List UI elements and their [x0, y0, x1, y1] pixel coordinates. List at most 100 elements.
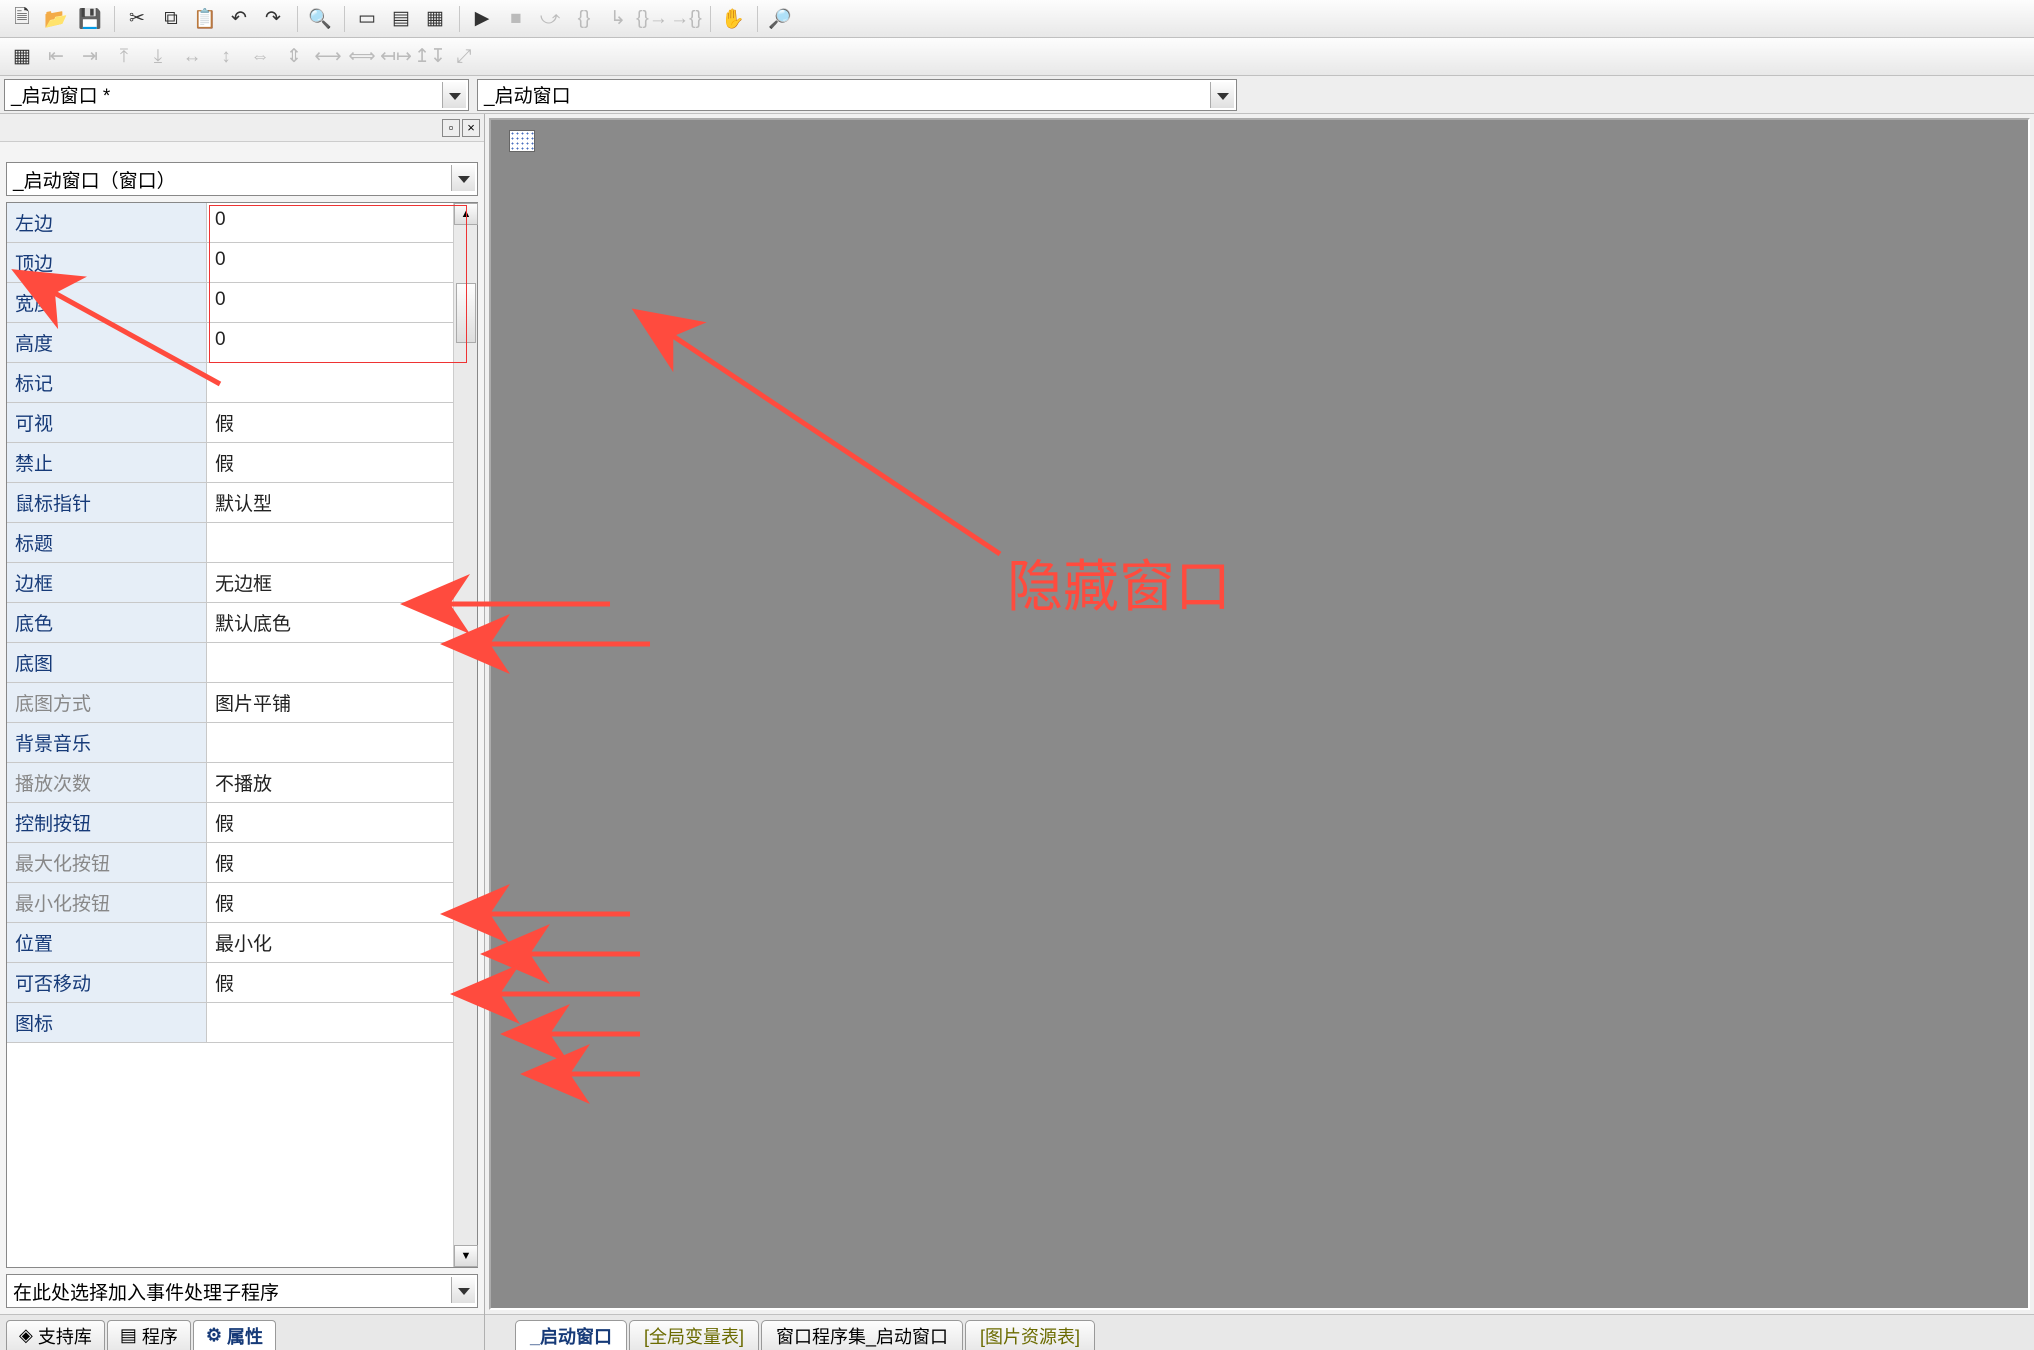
open-icon[interactable]: 📂 [40, 4, 72, 34]
scroll-thumb[interactable] [456, 283, 476, 343]
breakpoint-icon[interactable]: →{} [670, 4, 702, 34]
dist-h-icon[interactable]: ⇔ [244, 42, 276, 72]
help-icon[interactable]: 🔎 [764, 4, 796, 34]
designer-tab[interactable]: [全局变量表] [629, 1320, 759, 1350]
close-icon[interactable]: × [462, 119, 480, 137]
paste-icon[interactable]: 📋 [189, 4, 221, 34]
property-row[interactable]: 控制按钮假 [7, 803, 453, 843]
property-row[interactable]: 图标 [7, 1003, 453, 1043]
undo-icon[interactable]: ↶ [223, 4, 255, 34]
property-value[interactable]: 0 [207, 203, 453, 242]
copy-icon[interactable]: ⧉ [155, 4, 187, 34]
property-value[interactable]: 假 [207, 963, 453, 1002]
cut-icon[interactable]: ✂ [121, 4, 153, 34]
center-v-icon[interactable]: ↕ [210, 42, 242, 72]
layout3-icon[interactable]: ▦ [419, 4, 451, 34]
scrollbar[interactable]: ▲ ▼ [453, 203, 477, 1267]
property-row[interactable]: 左边0 [7, 203, 453, 243]
property-value[interactable]: 假 [207, 883, 453, 922]
property-row[interactable]: 底图 [7, 643, 453, 683]
left-tab-支持库[interactable]: ◈ 支持库 [6, 1320, 105, 1350]
property-value[interactable]: 默认型 [207, 483, 453, 522]
property-value[interactable] [207, 1003, 453, 1042]
center-h-icon[interactable]: ↔ [176, 42, 208, 72]
designer-tab[interactable]: _启动窗口 [515, 1320, 627, 1350]
property-value[interactable]: 默认底色 [207, 603, 453, 642]
designer-tab[interactable]: [图片资源表] [965, 1320, 1095, 1350]
run-icon[interactable]: ▶ [466, 4, 498, 34]
dock-icon[interactable]: ▫ [442, 119, 460, 137]
property-row[interactable]: 标记 [7, 363, 453, 403]
property-value[interactable]: 0 [207, 243, 453, 282]
property-row[interactable]: 最小化按钮假 [7, 883, 453, 923]
property-row[interactable]: 禁止假 [7, 443, 453, 483]
property-row[interactable]: 可视假 [7, 403, 453, 443]
designer-tab[interactable]: 窗口程序集_启动窗口 [761, 1320, 963, 1350]
property-value[interactable]: 0 [207, 323, 453, 362]
property-row[interactable]: 可否移动假 [7, 963, 453, 1003]
scroll-up-icon[interactable]: ▲ [454, 203, 478, 225]
property-row[interactable]: 底色默认底色 [7, 603, 453, 643]
align-bottom-icon[interactable]: ⤓ [142, 42, 174, 72]
step-out-icon[interactable]: ↳ [602, 4, 634, 34]
size-wh-icon[interactable]: ⤢ [448, 42, 480, 72]
new-icon[interactable]: 🗎 [6, 4, 38, 34]
step-cursor-icon[interactable]: {}→ [636, 4, 668, 34]
property-row[interactable]: 播放次数不播放 [7, 763, 453, 803]
prop-target-combo[interactable]: _启动窗口（窗口） [6, 162, 478, 196]
stop-icon[interactable]: ■ [500, 4, 532, 34]
align-top-icon[interactable]: ⤒ [108, 42, 140, 72]
step-into-icon[interactable]: {} [568, 4, 600, 34]
property-value[interactable]: 假 [207, 803, 453, 842]
layout1-icon[interactable]: ▭ [351, 4, 383, 34]
property-row[interactable]: 最大化按钮假 [7, 843, 453, 883]
property-row[interactable]: 位置最小化 [7, 923, 453, 963]
property-row[interactable]: 高度0 [7, 323, 453, 363]
redo-icon[interactable]: ↷ [257, 4, 289, 34]
chevron-down-icon[interactable] [1210, 82, 1234, 108]
property-row[interactable]: 底图方式图片平铺 [7, 683, 453, 723]
property-value[interactable]: 图片平铺 [207, 683, 453, 722]
property-row[interactable]: 背景音乐 [7, 723, 453, 763]
property-value[interactable]: 假 [207, 443, 453, 482]
property-value[interactable]: 不播放 [207, 763, 453, 802]
editor-tab-combo[interactable]: _启动窗口 * [4, 79, 469, 111]
property-value[interactable]: 0 [207, 283, 453, 322]
hand-icon[interactable]: ✋ [717, 4, 749, 34]
size-w-icon[interactable]: ↤↦ [380, 42, 412, 72]
scroll-down-icon[interactable]: ▼ [454, 1245, 478, 1267]
save-icon[interactable]: 💾 [74, 4, 106, 34]
find-icon[interactable]: 🔍 [304, 4, 336, 34]
left-tab-程序[interactable]: ▤ 程序 [107, 1320, 191, 1350]
left-tab-属性[interactable]: ⚙ 属性 [193, 1320, 276, 1350]
step-over-icon[interactable]: ⤻ [534, 4, 566, 34]
property-value[interactable]: 假 [207, 403, 453, 442]
align-left-icon[interactable]: ⇤ [40, 42, 72, 72]
layout2-icon[interactable]: ▤ [385, 4, 417, 34]
property-row[interactable]: 标题 [7, 523, 453, 563]
property-value[interactable] [207, 363, 453, 402]
chevron-down-icon[interactable] [451, 165, 475, 191]
property-row[interactable]: 宽度0 [7, 283, 453, 323]
form-handle[interactable] [509, 130, 535, 152]
chevron-down-icon[interactable] [442, 82, 466, 108]
same-w-icon[interactable]: ⟷ [312, 42, 344, 72]
dist-v-icon[interactable]: ⇕ [278, 42, 310, 72]
designer-tab-combo[interactable]: _启动窗口 [477, 79, 1237, 111]
property-row[interactable]: 边框无边框 [7, 563, 453, 603]
same-h-icon[interactable]: ⟺ [346, 42, 378, 72]
property-value[interactable]: 无边框 [207, 563, 453, 602]
form-designer[interactable]: 隐藏窗口 [489, 118, 2030, 1310]
property-row[interactable]: 鼠标指针默认型 [7, 483, 453, 523]
property-value[interactable]: 假 [207, 843, 453, 882]
property-value[interactable]: 最小化 [207, 923, 453, 962]
size-h-icon[interactable]: ↥↧ [414, 42, 446, 72]
property-value[interactable] [207, 723, 453, 762]
event-handler-combo[interactable]: 在此处选择加入事件处理子程序 [6, 1274, 478, 1308]
property-value[interactable] [207, 523, 453, 562]
chevron-down-icon[interactable] [451, 1277, 475, 1303]
property-row[interactable]: 顶边0 [7, 243, 453, 283]
form-view-icon[interactable]: ▦ [6, 42, 38, 72]
property-value[interactable] [207, 643, 453, 682]
align-right-icon[interactable]: ⇥ [74, 42, 106, 72]
